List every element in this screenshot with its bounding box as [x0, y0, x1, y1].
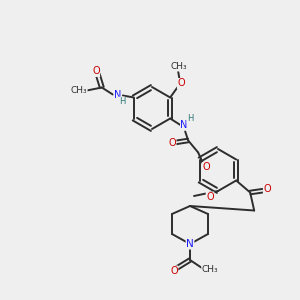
Text: H: H	[187, 114, 194, 123]
Text: H: H	[118, 97, 125, 106]
Text: CH₃: CH₃	[202, 266, 218, 274]
Text: N: N	[181, 119, 188, 130]
Text: O: O	[168, 137, 176, 148]
Text: O: O	[177, 79, 185, 88]
Text: CH₃: CH₃	[171, 62, 188, 71]
Text: CH₃: CH₃	[70, 86, 87, 95]
Text: N: N	[186, 239, 194, 249]
Text: O: O	[206, 192, 214, 202]
Text: O: O	[263, 184, 271, 194]
Text: O: O	[170, 266, 178, 276]
Text: O: O	[92, 67, 100, 76]
Text: O: O	[202, 163, 210, 172]
Text: N: N	[114, 89, 122, 100]
